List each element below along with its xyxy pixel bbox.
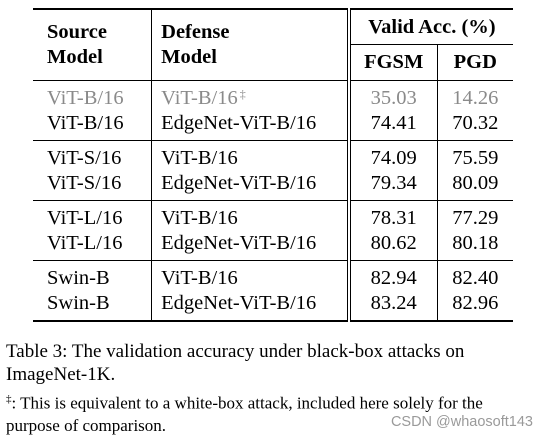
cell-pgd-value: 14.26 xyxy=(436,80,513,111)
table-row: ViT-B/16 EdgeNet-ViT-B/16 74.41 70.32 xyxy=(33,111,513,141)
table-row: ViT-L/16 ViT-B/16 78.31 77.29 xyxy=(33,200,513,231)
cell-defense-text: EdgeNet-ViT-B/16 xyxy=(161,232,317,254)
table-row: ViT-L/16 EdgeNet-ViT-B/16 80.62 80.18 xyxy=(33,231,513,261)
header-source-model: Source Model xyxy=(33,9,152,81)
cell-defense-text: ViT-B/16 xyxy=(161,207,238,229)
cell-dagger-mark: ‡ xyxy=(239,87,246,101)
cell-source-model: ViT-S/16 xyxy=(47,172,122,194)
cell-source-model: ViT-B/16 xyxy=(33,80,152,111)
cell-fgsm-value: 83.24 xyxy=(346,291,438,321)
cell-defense-text: EdgeNet-ViT-B/16 xyxy=(161,172,317,194)
header-source-line1: Source xyxy=(47,21,107,43)
header-source-line2: Model xyxy=(47,46,103,68)
cell-defense-model: ViT-B/16 ‡ xyxy=(151,80,349,111)
cell-defense-model: EdgeNet-ViT-B/16 xyxy=(151,231,349,261)
csdn-watermark: CSDN @whaosoft143 xyxy=(386,414,533,430)
table-body: ViT-B/16 ViT-B/16 ‡ 35.03 14.26 ViT-B/16 EdgeN… xyxy=(33,80,513,321)
cell-fgsm-value: 74.41 xyxy=(346,111,438,141)
footnote-dagger-mark: ‡ xyxy=(6,393,12,405)
cell-pgd-value: 80.09 xyxy=(436,171,513,201)
header-pgd: PGD xyxy=(436,44,513,81)
cell-source-model: Swin-B xyxy=(47,292,110,314)
table-footnote: ‡: This is equivalent to a white-box att… xyxy=(6,388,538,437)
cell-defense-model: ViT-B/16 xyxy=(151,200,349,231)
results-table: Source Model Defense Model Valid Acc. (%) FGS… xyxy=(33,8,513,322)
cell-defense-text: ViT-B/16 xyxy=(161,147,238,169)
cell-defense-model: EdgeNet-ViT-B/16 xyxy=(151,111,349,141)
cell-defense-model: EdgeNet-ViT-B/16 xyxy=(151,291,349,321)
table-row: ViT-S/16 ViT-B/16 74.09 75.59 xyxy=(33,140,513,171)
table-caption: Table 3: The validation accuracy under b… xyxy=(6,341,465,385)
header-valid-acc: Valid Acc. (%) xyxy=(346,9,513,45)
cell-source-model: ViT-L/16 xyxy=(33,200,152,231)
cell-pgd-value: 77.29 xyxy=(436,200,513,231)
header-defense-line1: Defense xyxy=(161,21,230,43)
cell-fgsm-value: 79.34 xyxy=(346,171,438,201)
footnote-text: : This is equivalent to a white-box atta… xyxy=(6,393,483,435)
cell-defense-model: ViT-B/16 xyxy=(151,260,349,291)
cell-fgsm-value: 82.94 xyxy=(346,260,438,291)
table-row: ViT-B/16 ViT-B/16 ‡ 35.03 14.26 xyxy=(33,80,513,111)
table-row: ViT-S/16 EdgeNet-ViT-B/16 79.34 80.09 xyxy=(33,171,513,201)
cell-fgsm-value: 78.31 xyxy=(346,200,438,231)
table-row: Swin-B EdgeNet-ViT-B/16 83.24 82.96 xyxy=(33,291,513,321)
cell-pgd-value: 82.40 xyxy=(436,260,513,291)
header-row-1: Source Model Defense Model Valid Acc. (%) xyxy=(33,9,513,81)
cell-defense-model: ViT-B/16 xyxy=(151,140,349,171)
cell-defense-text: EdgeNet-ViT-B/16 xyxy=(161,112,317,134)
cell-defense-text: EdgeNet-ViT-B/16 xyxy=(161,292,317,314)
cell-source-model: ViT-B/16 xyxy=(47,112,124,134)
header-defense-line2: Model xyxy=(161,46,217,68)
cell-fgsm-value: 35.03 xyxy=(346,80,438,111)
cell-pgd-value: 70.32 xyxy=(436,111,513,141)
results-table-container: Source Model Defense Model Valid Acc. (%) FGS… xyxy=(33,8,513,322)
header-defense-model: Defense Model xyxy=(151,9,349,81)
cell-pgd-value: 80.18 xyxy=(436,231,513,261)
cell-fgsm-value: 74.09 xyxy=(346,140,438,171)
header-fgsm: FGSM xyxy=(346,44,438,81)
cell-pgd-value: 82.96 xyxy=(436,291,513,321)
cell-source-model: ViT-L/16 xyxy=(47,232,123,254)
cell-fgsm-value: 80.62 xyxy=(346,231,438,261)
cell-source-model: Swin-B xyxy=(33,260,152,291)
cell-source-model: ViT-S/16 xyxy=(33,140,152,171)
header-row-2: FGSM PGD xyxy=(33,44,513,81)
table-row: Swin-B ViT-B/16 82.94 82.40 xyxy=(33,260,513,291)
cell-pgd-value: 75.59 xyxy=(436,140,513,171)
cell-defense-text: ViT-B/16 xyxy=(161,267,238,289)
cell-defense-model: EdgeNet-ViT-B/16 xyxy=(151,171,349,201)
cell-defense-text: ViT-B/16 xyxy=(161,87,238,109)
